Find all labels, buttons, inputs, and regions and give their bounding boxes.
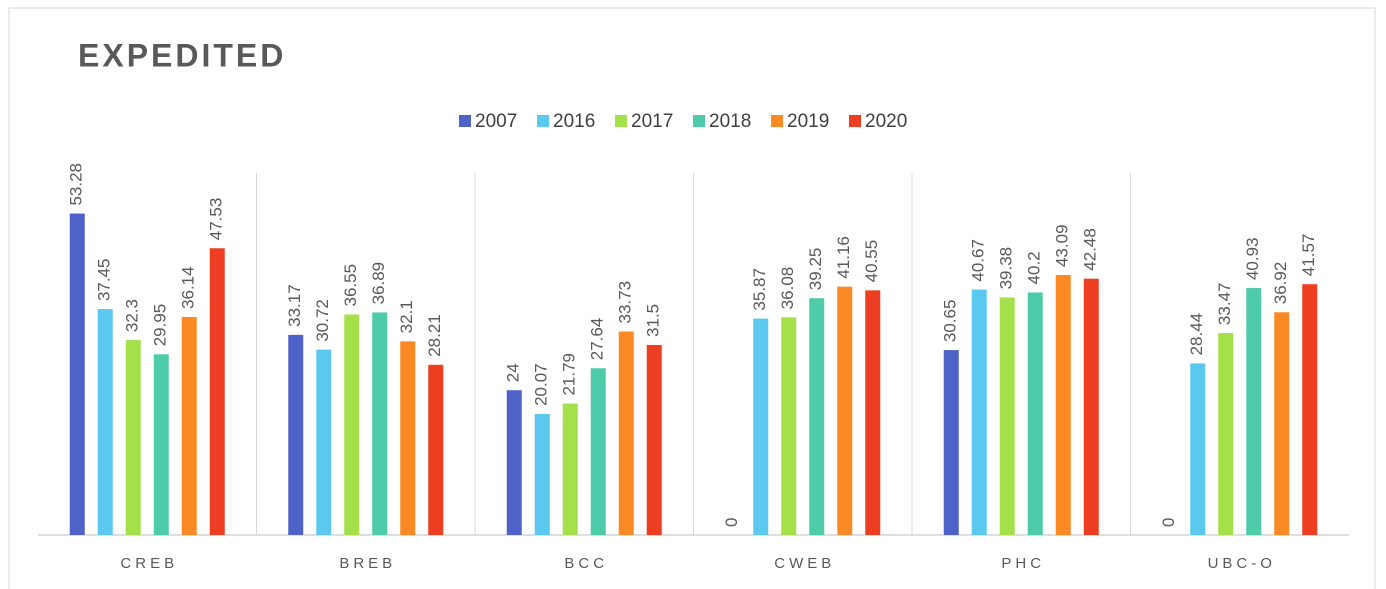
value-label: 40.93: [1243, 238, 1262, 281]
bar: [1083, 278, 1099, 535]
bar: [97, 309, 113, 535]
bar: [943, 350, 959, 535]
bar: [1274, 312, 1290, 535]
bar: [781, 317, 797, 535]
bar: [506, 390, 522, 535]
value-label: 53.28: [67, 163, 86, 206]
bar: [1302, 284, 1318, 535]
legend-swatch: [537, 115, 549, 127]
bar: [181, 316, 197, 535]
legend-swatch: [771, 115, 783, 127]
bar: [1190, 363, 1206, 535]
value-label: 35.87: [750, 268, 769, 311]
bar: [618, 331, 634, 535]
value-label: 33.47: [1215, 283, 1234, 326]
bar: [69, 213, 85, 535]
value-label: 36.92: [1271, 262, 1290, 305]
bar: [400, 341, 416, 535]
value-label: 40.67: [969, 239, 988, 282]
x-tick-label: PHC: [1001, 555, 1045, 572]
x-tick-label: CREB: [120, 555, 178, 572]
bar: [753, 318, 769, 535]
value-label: 30.72: [313, 299, 332, 342]
value-label: 33.73: [616, 281, 635, 324]
value-label: 20.07: [532, 363, 551, 406]
x-tick-label: CWEB: [774, 555, 835, 572]
bar: [534, 413, 550, 535]
chart-border: [8, 7, 1376, 589]
value-label: 0: [1159, 518, 1178, 527]
value-label: 37.45: [95, 259, 114, 302]
bar: [1027, 292, 1043, 535]
value-label: 31.5: [644, 304, 663, 337]
value-label: 24: [504, 363, 523, 382]
value-label: 36.55: [341, 264, 360, 307]
legend-swatch: [459, 115, 471, 127]
bar: [590, 368, 606, 535]
bar: [837, 286, 853, 535]
bar: [999, 297, 1015, 535]
bar: [865, 290, 881, 535]
legend-label: 2016: [553, 111, 595, 132]
value-label: 41.57: [1299, 234, 1318, 277]
bar: [646, 344, 662, 535]
x-tick-label: BREB: [339, 555, 396, 572]
bar: [971, 289, 987, 535]
legend-swatch: [693, 115, 705, 127]
bar: [1055, 275, 1071, 535]
value-label: 27.64: [588, 318, 607, 361]
legend-swatch: [849, 115, 861, 127]
bar: [562, 403, 578, 535]
bar: [1218, 333, 1234, 535]
x-tick-label: BCC: [564, 555, 608, 572]
chart-title: EXPEDITED: [78, 37, 286, 73]
value-label: 47.53: [207, 198, 226, 241]
legend-label: 2020: [865, 111, 907, 132]
value-label: 28.44: [1187, 313, 1206, 356]
value-label: 29.95: [151, 304, 170, 347]
value-label: 39.38: [997, 247, 1016, 290]
value-label: 41.16: [834, 236, 853, 279]
x-tick-label: UBC-O: [1208, 555, 1276, 572]
value-label: 30.65: [941, 300, 960, 343]
legend-label: 2017: [631, 111, 673, 132]
value-label: 33.17: [285, 284, 304, 327]
bar: [344, 314, 360, 535]
value-label: 36.89: [369, 262, 388, 305]
bar: [428, 364, 444, 535]
bar: [153, 354, 169, 535]
bar: [316, 349, 332, 535]
bar: [809, 298, 825, 535]
value-label: 36.14: [179, 266, 198, 309]
value-label: 0: [722, 518, 741, 527]
bar: [372, 312, 388, 535]
value-label: 43.09: [1053, 224, 1072, 267]
value-label: 36.08: [778, 267, 797, 310]
value-label: 40.55: [862, 240, 881, 283]
legend-label: 2007: [475, 111, 517, 132]
legend-label: 2018: [709, 111, 751, 132]
bar: [1246, 288, 1262, 535]
value-label: 39.25: [806, 248, 825, 291]
value-label: 32.3: [123, 299, 142, 332]
value-label: 32.1: [397, 300, 416, 333]
value-label: 40.2: [1025, 251, 1044, 284]
legend-swatch: [615, 115, 627, 127]
bar: [209, 248, 225, 536]
bar: [125, 340, 141, 535]
bar: [288, 334, 304, 535]
legend-label: 2019: [787, 111, 829, 132]
value-label: 42.48: [1081, 228, 1100, 271]
value-label: 28.21: [425, 314, 444, 357]
value-label: 21.79: [560, 353, 579, 396]
